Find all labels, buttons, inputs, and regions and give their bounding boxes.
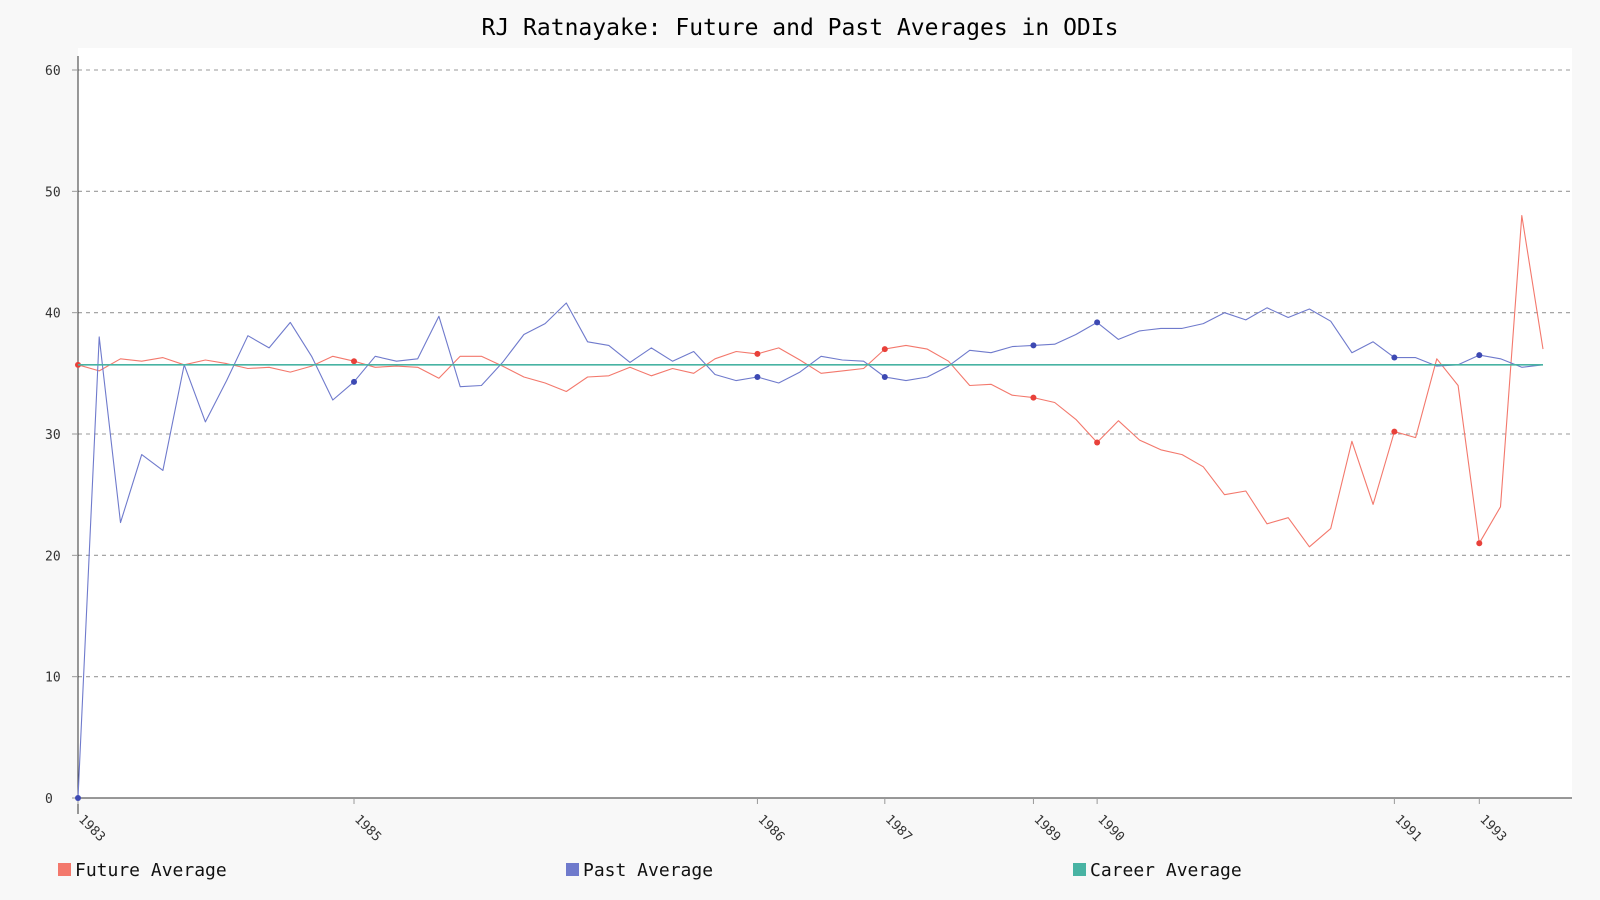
future-average-point — [1094, 439, 1101, 446]
legend-label-career-average: Career Average — [1090, 860, 1242, 881]
y-tick-label-0: 0 — [45, 792, 53, 807]
y-axis-ticks: 0 10 20 30 40 50 60 — [45, 64, 78, 807]
series-layer — [75, 215, 1544, 801]
axes — [77, 56, 1572, 814]
x-tick-label-1991: 1991 — [1392, 812, 1425, 845]
future-average-point — [881, 346, 888, 353]
chart-title: RJ Ratnayake: Future and Past Averages i… — [482, 15, 1119, 41]
past-average-point — [75, 795, 81, 801]
legend-swatch-past-average — [566, 863, 579, 876]
future-average-line — [77, 215, 1544, 548]
x-tick-label-1989: 1989 — [1031, 812, 1064, 845]
x-tick-label-1985: 1985 — [351, 812, 384, 845]
past-average-point — [1476, 352, 1483, 359]
y-tick-label-50: 50 — [45, 185, 61, 200]
y-tick-label-20: 20 — [45, 549, 61, 564]
past-average-point — [881, 373, 888, 380]
x-axis-ticks: 1983 1985 1986 1987 1989 1990 1991 1993 — [75, 798, 1509, 845]
grid — [78, 48, 1572, 798]
x-tick-label-1993: 1993 — [1476, 812, 1509, 845]
y-tick-label-30: 30 — [45, 428, 61, 443]
x-tick-label-1983: 1983 — [75, 812, 108, 845]
plot-background — [78, 48, 1572, 798]
future-average-series — [75, 215, 1544, 548]
legend-swatch-future-average — [58, 863, 71, 876]
past-average-point — [1391, 354, 1398, 361]
legend-label-future-average: Future Average — [75, 860, 227, 881]
future-average-point — [1476, 540, 1483, 547]
legend: Future Average Past Average Career Average — [58, 860, 1242, 881]
past-average-point — [1094, 319, 1101, 326]
past-average-point — [754, 373, 761, 380]
legend-swatch-career-average — [1073, 863, 1086, 876]
future-average-point — [1391, 428, 1398, 435]
x-tick-label-1987: 1987 — [882, 812, 915, 845]
legend-label-past-average: Past Average — [583, 860, 713, 881]
future-average-point — [351, 358, 358, 365]
x-tick-label-1986: 1986 — [755, 812, 788, 845]
past-average-point — [1030, 342, 1037, 349]
future-average-point — [754, 350, 761, 357]
y-tick-label-40: 40 — [45, 307, 61, 322]
past-average-point — [351, 378, 358, 385]
y-tick-label-10: 10 — [45, 671, 61, 686]
y-tick-label-60: 60 — [45, 64, 61, 79]
future-average-point — [1030, 394, 1037, 401]
x-tick-label-1990: 1990 — [1094, 812, 1127, 845]
